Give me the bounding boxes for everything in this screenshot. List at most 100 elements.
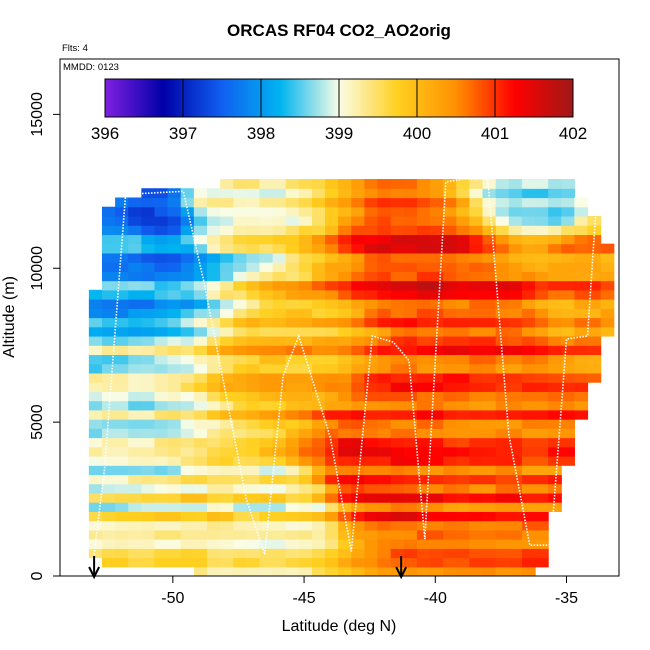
heatmap-cell <box>456 225 471 236</box>
heatmap-cell <box>311 557 326 568</box>
heatmap-cell <box>101 548 116 559</box>
heatmap-cell <box>246 483 261 494</box>
heatmap-cell <box>259 409 274 420</box>
heatmap-cell <box>285 391 300 402</box>
heatmap-cell <box>259 566 274 576</box>
heatmap-cell <box>403 299 418 309</box>
heatmap-cell <box>233 419 247 429</box>
heatmap-cell <box>115 502 129 512</box>
flight-track <box>93 178 599 555</box>
heatmap-cell <box>469 483 484 494</box>
heatmap-cell <box>364 465 379 476</box>
heatmap-cell <box>128 446 142 457</box>
heatmap-cell <box>535 363 549 374</box>
heatmap-cell <box>338 225 352 236</box>
heatmap-cell <box>416 502 431 512</box>
heatmap-cell <box>141 289 156 300</box>
heatmap-cell <box>298 529 313 540</box>
heatmap-cell <box>154 372 169 383</box>
heatmap-cell <box>548 437 562 448</box>
heatmap-cell <box>101 539 116 549</box>
heatmap-cell <box>351 206 366 217</box>
heatmap-cell <box>167 234 182 245</box>
heatmap-cell <box>403 409 418 420</box>
heatmap-cell <box>298 372 313 383</box>
heatmap-cell <box>430 252 444 263</box>
heatmap-cell <box>364 271 379 282</box>
heatmap-cell <box>167 548 182 559</box>
heatmap-cell <box>535 345 549 356</box>
heatmap-cell <box>115 511 129 522</box>
heatmap-cell <box>561 372 575 383</box>
heatmap-cell <box>574 252 589 263</box>
heatmap-cell <box>246 446 261 457</box>
heatmap-cell <box>364 262 379 272</box>
heatmap-cell <box>364 234 379 245</box>
heatmap-cell <box>220 262 234 272</box>
heatmap-cell <box>535 234 549 245</box>
heatmap-cell <box>443 502 457 512</box>
heatmap-cell <box>416 428 431 439</box>
heatmap-cell <box>206 511 221 522</box>
heatmap-cell <box>272 354 287 365</box>
heatmap-cell <box>443 363 457 374</box>
heatmap-cell <box>285 566 300 576</box>
heatmap-cell <box>193 335 208 346</box>
heatmap-cell <box>272 492 287 503</box>
heatmap-cell <box>233 400 247 411</box>
heatmap-cell <box>167 428 182 439</box>
heatmap-cell <box>180 492 195 503</box>
heatmap-cell <box>206 308 221 319</box>
heatmap-cell <box>456 446 471 457</box>
heatmap-cell <box>351 225 366 236</box>
heatmap-cell <box>128 502 142 512</box>
heatmap-cell <box>233 382 247 392</box>
heatmap-cell <box>377 557 392 568</box>
heatmap-cell <box>390 188 405 199</box>
heatmap-cell <box>246 179 261 189</box>
heatmap-cell <box>377 539 392 549</box>
heatmap-cell <box>154 289 169 300</box>
heatmap-cell <box>508 492 523 503</box>
heatmap-cell <box>456 345 471 356</box>
heatmap-cell <box>521 299 536 309</box>
heatmap-cell <box>259 391 274 402</box>
heatmap-cell <box>246 409 261 420</box>
heatmap-cell <box>154 363 169 374</box>
heatmap-cell <box>101 520 116 531</box>
heatmap-cell <box>403 419 418 429</box>
heatmap-cell <box>416 252 431 263</box>
heatmap-cell <box>508 409 523 420</box>
heatmap-cell <box>535 548 549 559</box>
heatmap-cell <box>141 492 156 503</box>
heatmap-cell <box>285 502 300 512</box>
heatmap-cell <box>561 197 575 208</box>
heatmap-cell <box>325 511 339 522</box>
heatmap-cell <box>167 188 182 199</box>
heatmap-cell <box>430 179 444 189</box>
heatmap-cell <box>167 502 182 512</box>
heatmap-cell <box>272 335 287 346</box>
heatmap-cell <box>456 502 471 512</box>
heatmap-cell <box>233 437 247 448</box>
heatmap-cell <box>456 372 471 383</box>
heatmap-cell <box>561 225 575 236</box>
heatmap-cell <box>233 502 247 512</box>
heatmap-cell <box>482 345 497 356</box>
heatmap-cell <box>338 197 352 208</box>
heatmap-cell <box>259 243 274 254</box>
heatmap-cell <box>456 326 471 337</box>
heatmap-cell <box>403 465 418 476</box>
heatmap-cell <box>508 280 523 291</box>
heatmap-cell <box>338 539 352 549</box>
heatmap-cell <box>443 492 457 503</box>
heatmap-cell <box>482 234 497 245</box>
heatmap-cell <box>508 428 523 439</box>
heatmap-cell <box>141 419 156 429</box>
heatmap-cell <box>338 465 352 476</box>
heatmap-cell <box>101 492 116 503</box>
heatmap-cell <box>193 511 208 522</box>
heatmap-cell <box>416 179 431 189</box>
heatmap-cell <box>298 557 313 568</box>
heatmap-cell <box>482 437 497 448</box>
